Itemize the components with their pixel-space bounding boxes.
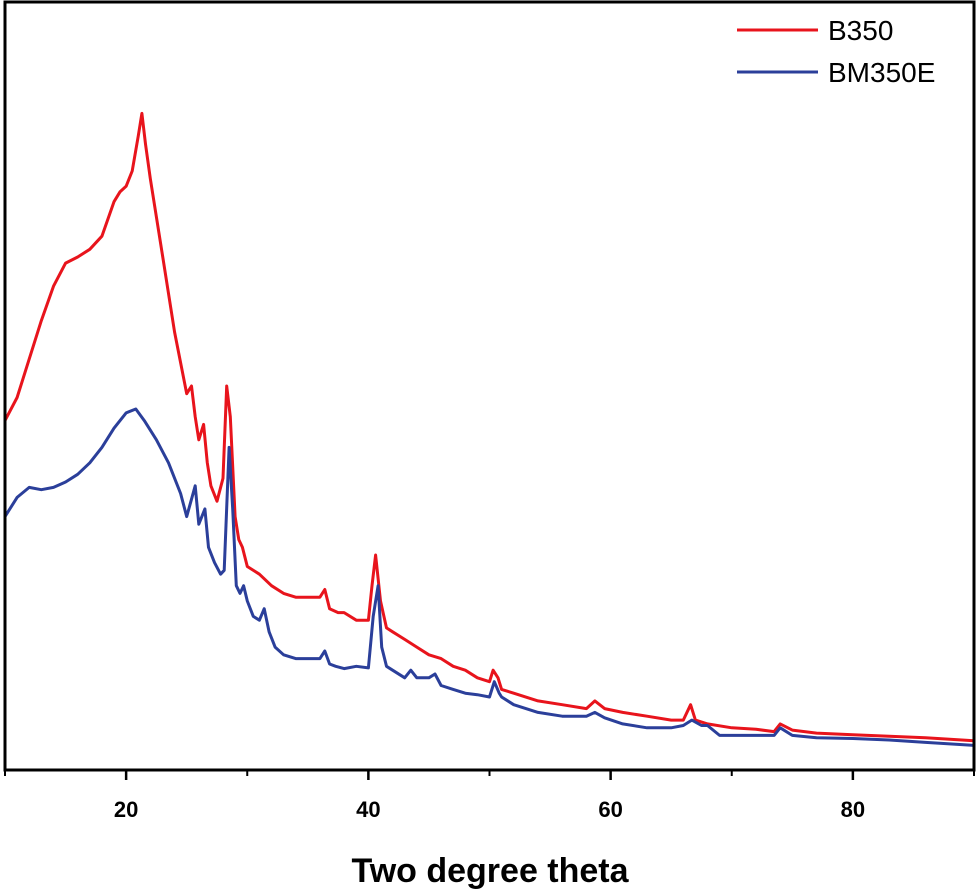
series-line-b350: [3, 111, 975, 743]
legend-label-b350: B350: [828, 15, 893, 46]
series-layer: [3, 111, 975, 747]
x-axis-ticks: 20 40 60 80: [4, 770, 975, 822]
x-tick-label: 80: [841, 797, 865, 822]
x-tick-label: 20: [114, 797, 138, 822]
x-tick-label: 60: [598, 797, 622, 822]
series-line-bm350e: [3, 407, 975, 747]
x-axis-title: Two degree theta: [351, 852, 629, 890]
legend: B350 BM350E: [737, 15, 935, 88]
x-tick-label: 40: [356, 797, 380, 822]
legend-label-bm350e: BM350E: [828, 57, 935, 88]
plot-area-frame: [3, 0, 976, 772]
